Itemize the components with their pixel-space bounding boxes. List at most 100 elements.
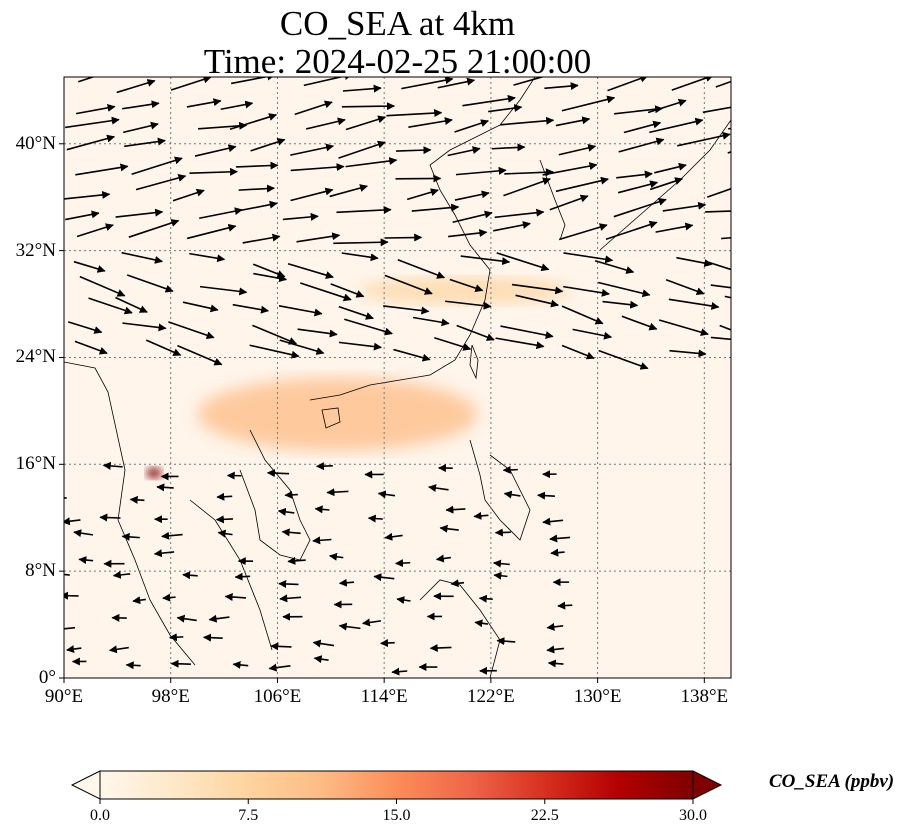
wind-arrow bbox=[338, 140, 386, 159]
wind-arrow bbox=[338, 622, 361, 631]
wind-arrow bbox=[284, 490, 298, 499]
wind-arrow bbox=[216, 492, 233, 501]
wind-arrow bbox=[491, 143, 526, 152]
wind-arrow bbox=[345, 115, 387, 131]
wind-arrow bbox=[445, 300, 492, 310]
wind-arrow bbox=[186, 223, 237, 240]
lon-tick-label: 90°E bbox=[44, 686, 84, 707]
lat-tick-label: 0° bbox=[38, 667, 56, 688]
wind-arrow bbox=[102, 461, 123, 470]
wind-arrow bbox=[450, 579, 465, 588]
wind-arrow bbox=[168, 633, 184, 642]
wind-arrow bbox=[379, 639, 395, 648]
wind-arrow bbox=[558, 143, 597, 156]
wind-arrow bbox=[282, 212, 319, 221]
wind-arrow bbox=[199, 207, 243, 220]
wind-arrow bbox=[445, 505, 466, 514]
wind-arrow bbox=[74, 340, 108, 355]
wind-arrow bbox=[411, 203, 460, 212]
wind-arrow bbox=[428, 484, 449, 492]
wind-arrow bbox=[64, 190, 111, 200]
lat-tick-label: 40°N bbox=[15, 132, 56, 154]
wind-arrow bbox=[495, 337, 545, 350]
wind-arrow bbox=[547, 659, 564, 668]
wind-arrow bbox=[115, 296, 148, 313]
wind-arrow bbox=[616, 170, 653, 179]
wind-arrow bbox=[330, 283, 365, 298]
colorbar-tick-label: 22.5 bbox=[530, 807, 559, 824]
wind-arrow bbox=[500, 116, 555, 126]
wind-arrow bbox=[361, 618, 382, 627]
colorbar bbox=[70, 770, 723, 804]
wind-arrow bbox=[544, 82, 579, 91]
wind-arrow bbox=[168, 321, 215, 340]
wind-arrow bbox=[294, 100, 333, 116]
wind-arrow bbox=[75, 163, 129, 176]
wind-arrow bbox=[252, 263, 286, 278]
wind-arrow bbox=[373, 573, 395, 582]
wind-arrow bbox=[313, 655, 329, 664]
wind-arrow bbox=[333, 238, 389, 247]
wind-arrow bbox=[676, 256, 713, 268]
wind-arrow bbox=[66, 134, 116, 151]
wind-arrow bbox=[494, 528, 511, 537]
wind-arrow bbox=[602, 300, 639, 309]
wind-arrow bbox=[705, 260, 731, 271]
wind-arrow bbox=[129, 495, 145, 504]
wind-arrow bbox=[170, 659, 191, 668]
map-background bbox=[64, 77, 731, 678]
plume-0 bbox=[357, 277, 571, 305]
wind-arrow bbox=[65, 116, 120, 129]
wind-arrow bbox=[396, 146, 432, 155]
wind-arrow bbox=[300, 282, 352, 302]
wind-arrow bbox=[78, 556, 94, 565]
wind-arrow bbox=[287, 556, 306, 565]
wind-arrow bbox=[314, 505, 330, 514]
wind-arrow bbox=[234, 572, 251, 581]
wind-arrow bbox=[671, 77, 714, 91]
wind-arrow bbox=[116, 79, 156, 94]
wind-arrow bbox=[473, 511, 489, 520]
axis-ticks bbox=[59, 143, 705, 683]
wind-arrow bbox=[669, 349, 707, 358]
wind-arrow bbox=[303, 77, 353, 87]
wind-arrow bbox=[46, 477, 63, 478]
wind-arrow bbox=[135, 174, 187, 191]
wind-arrow bbox=[494, 208, 545, 219]
wind-arrow bbox=[341, 102, 395, 111]
wind-arrow bbox=[383, 305, 430, 315]
wind-arrow bbox=[504, 168, 554, 177]
wind-arrow bbox=[64, 626, 76, 630]
map-frame bbox=[63, 76, 732, 679]
colorbar-tick-label: 7.5 bbox=[238, 807, 259, 824]
wind-arrow bbox=[75, 103, 116, 115]
wind-arrow bbox=[194, 144, 237, 157]
wind-arrow bbox=[598, 349, 649, 370]
lon-tick-label: 106°E bbox=[253, 686, 302, 707]
wind-arrow bbox=[561, 344, 595, 360]
wind-arrow bbox=[555, 176, 609, 193]
wind-arrow bbox=[439, 524, 459, 533]
coastline-hainan bbox=[321, 407, 341, 429]
wind-arrow bbox=[500, 325, 554, 340]
wind-arrow bbox=[412, 316, 450, 327]
wind-arrow bbox=[79, 275, 126, 297]
wind-arrow bbox=[199, 285, 248, 296]
wind-arrow bbox=[546, 645, 565, 654]
wind-arrow bbox=[124, 137, 166, 148]
wind-arrow bbox=[162, 593, 176, 602]
wind-arrow bbox=[503, 177, 551, 197]
wind-arrow bbox=[454, 119, 489, 133]
wind-arrow bbox=[647, 98, 687, 114]
wind-arrow bbox=[550, 548, 565, 557]
wind-arrow bbox=[623, 120, 662, 134]
wind-arrow bbox=[572, 328, 613, 340]
wind-arrow bbox=[253, 272, 288, 283]
wind-arrow bbox=[393, 348, 431, 362]
wind-arrow bbox=[462, 94, 516, 107]
wind-arrow bbox=[64, 497, 67, 499]
colorbar-tick-label: 30.0 bbox=[679, 807, 707, 824]
wind-arrow bbox=[338, 305, 374, 320]
wind-arrow bbox=[145, 339, 182, 356]
wind-arrow bbox=[123, 121, 159, 134]
